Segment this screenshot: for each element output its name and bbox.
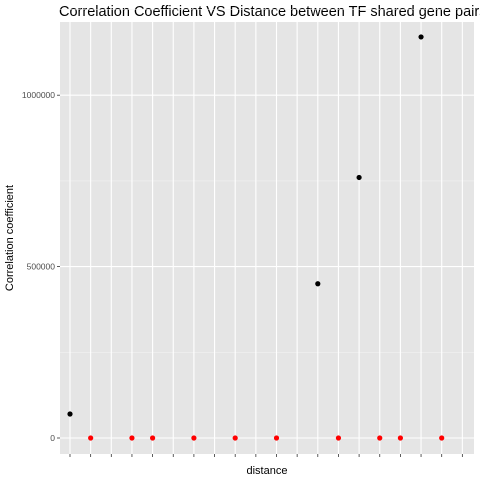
- data-point: [439, 435, 445, 441]
- data-point: [377, 435, 383, 441]
- data-point: [67, 411, 73, 417]
- data-point: [397, 435, 403, 441]
- data-point: [191, 435, 197, 441]
- data-point: [150, 435, 156, 441]
- x-axis-title: distance: [247, 465, 288, 477]
- y-tick-label: 1000000: [22, 90, 55, 100]
- data-point: [232, 435, 238, 441]
- y-tick-label: 0: [50, 433, 55, 443]
- y-tick-label: 500000: [27, 262, 56, 272]
- data-point: [418, 34, 424, 40]
- y-axis: 0500000100000015000002000000: [22, 90, 60, 443]
- data-point: [315, 281, 321, 287]
- data-point: [273, 435, 280, 441]
- minor-gridlines: [60, 9, 474, 353]
- data-point: [129, 435, 135, 441]
- data-point: [356, 174, 362, 181]
- chart-title: Correlation Coefficient VS Distance betw…: [59, 4, 480, 20]
- x-axis: [69, 454, 463, 457]
- data-point: [335, 435, 342, 441]
- data-points: [67, 34, 445, 441]
- major-gridlines: [60, 22, 474, 454]
- plot-panel: [60, 22, 474, 454]
- data-point: [88, 435, 94, 441]
- y-axis-title: Correlation coefficient: [4, 185, 16, 291]
